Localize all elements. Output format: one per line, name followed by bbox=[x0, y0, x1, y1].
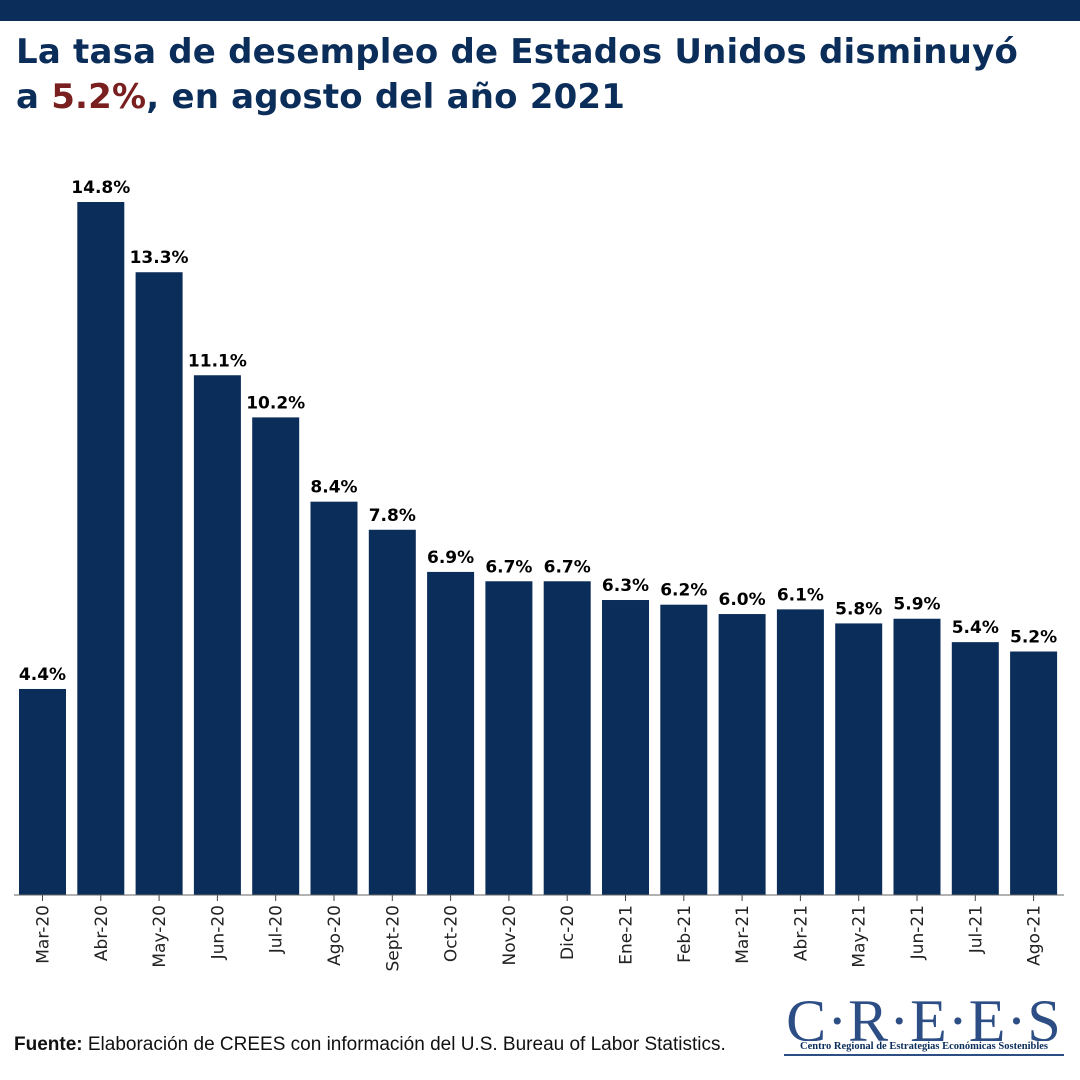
x-tick-label-May-20: May-20 bbox=[150, 905, 170, 968]
bar-Nov-20 bbox=[485, 581, 533, 895]
data-label-May-21: 5.8% bbox=[835, 599, 882, 619]
data-label-Feb-21: 6.2% bbox=[660, 581, 707, 601]
data-label-Sept-20: 7.8% bbox=[369, 506, 416, 526]
x-tick-label-Jul-20: Jul-20 bbox=[267, 905, 287, 954]
data-label-Dic-20: 6.7% bbox=[544, 557, 591, 577]
x-tick-label-Abr-20: Abr-20 bbox=[92, 905, 112, 961]
bar-Sept-20 bbox=[368, 529, 416, 895]
bar-chart: 4.4% Mar-20 14.8% Abr-20 13.3% May-20 11.1% Jun… bbox=[14, 178, 1064, 971]
title-line-2-prefix: a bbox=[16, 77, 52, 117]
bar-Jul-21 bbox=[951, 642, 999, 895]
source-note: Fuente: Elaboración de CREES con informa… bbox=[14, 1034, 726, 1056]
x-tick-label-Feb-21: Feb-21 bbox=[675, 905, 695, 963]
x-tick-label-Jul-21: Jul-21 bbox=[966, 905, 986, 954]
bar-Abr-21 bbox=[776, 609, 824, 895]
x-tick-label-Jun-20: Jun-20 bbox=[208, 905, 228, 960]
x-tick-label-Sept-20: Sept-20 bbox=[383, 905, 403, 971]
source-text: Elaboración de CREES con información del… bbox=[82, 1034, 726, 1055]
x-tick-label-Ene-21: Ene-21 bbox=[617, 905, 637, 965]
x-tick-label-Ago-20: Ago-20 bbox=[325, 905, 345, 966]
bar-Feb-21 bbox=[660, 604, 708, 895]
data-label-May-20: 13.3% bbox=[130, 248, 189, 268]
bar-Abr-20 bbox=[77, 202, 125, 895]
bar-Ene-21 bbox=[602, 600, 649, 895]
data-label-Ago-21: 5.2% bbox=[1010, 628, 1057, 648]
x-tick-label-May-21: May-21 bbox=[850, 905, 870, 968]
data-label-Ene-21: 6.3% bbox=[602, 576, 649, 596]
data-label-Abr-21: 6.1% bbox=[777, 585, 824, 605]
bar-May-21 bbox=[835, 623, 883, 895]
data-label-Abr-20: 14.8% bbox=[71, 178, 130, 198]
x-tick-label-Nov-20: Nov-20 bbox=[500, 905, 520, 966]
top-banner-bar bbox=[0, 0, 1080, 21]
logo-rule bbox=[784, 1054, 1064, 1056]
title-line-2-suffix: , en agosto del año 2021 bbox=[146, 77, 626, 117]
data-label-Jun-20: 11.1% bbox=[188, 351, 247, 371]
title-highlight-value: 5.2% bbox=[51, 77, 147, 117]
data-label-Jun-21: 5.9% bbox=[893, 595, 940, 615]
x-tick-label-Oct-20: Oct-20 bbox=[442, 905, 462, 962]
bar-Jun-20 bbox=[193, 375, 241, 895]
chart-title: La tasa de desempleo de Estados Unidos d… bbox=[16, 30, 1066, 120]
source-label: Fuente: bbox=[14, 1034, 83, 1055]
x-tick-label-Dic-20: Dic-20 bbox=[558, 905, 578, 960]
bar-Jun-21 bbox=[893, 618, 941, 895]
x-tick-label-Abr-21: Abr-21 bbox=[791, 905, 811, 961]
x-tick-label-Ago-21: Ago-21 bbox=[1025, 905, 1045, 966]
bar-Mar-21 bbox=[718, 614, 766, 895]
bar-Ago-20 bbox=[310, 501, 358, 895]
x-tick-label-Jun-21: Jun-21 bbox=[908, 905, 928, 960]
data-label-Oct-20: 6.9% bbox=[427, 548, 474, 568]
data-label-Jul-20: 10.2% bbox=[246, 393, 305, 413]
data-label-Jul-21: 5.4% bbox=[952, 618, 999, 638]
title-line-1: La tasa de desempleo de Estados Unidos d… bbox=[16, 32, 1019, 72]
bar-Oct-20 bbox=[427, 571, 475, 895]
title-line-2: a 5.2%, en agosto del año 2021 bbox=[16, 75, 1066, 120]
crees-logo: C·R·E·E·S Centro Regional de Estrategias… bbox=[784, 990, 1064, 1070]
data-label-Mar-20: 4.4% bbox=[19, 665, 66, 685]
bar-May-20 bbox=[135, 272, 183, 896]
data-label-Ago-20: 8.4% bbox=[310, 478, 357, 498]
bar-Dic-20 bbox=[543, 581, 591, 895]
bar-Ago-21 bbox=[1010, 651, 1058, 895]
data-label-Nov-20: 6.7% bbox=[485, 557, 532, 577]
x-tick-label-Mar-21: Mar-21 bbox=[733, 905, 753, 964]
logo-subtitle: Centro Regional de Estrategias Económica… bbox=[784, 1041, 1064, 1053]
bar-Mar-20 bbox=[19, 688, 66, 895]
x-tick-label-Mar-20: Mar-20 bbox=[34, 905, 54, 964]
data-label-Mar-21: 6.0% bbox=[719, 590, 766, 610]
bar-Jul-20 bbox=[252, 417, 300, 895]
